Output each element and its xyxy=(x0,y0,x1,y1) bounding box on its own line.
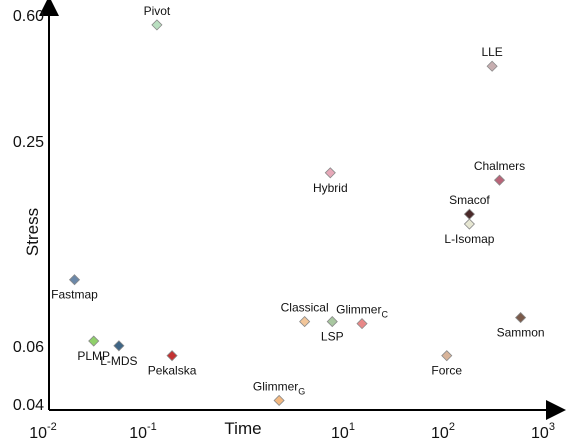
point-glimmer-g xyxy=(273,394,285,407)
point-smacof xyxy=(463,208,475,220)
point-l-mds xyxy=(113,340,125,352)
y-tick-label: 0.04 xyxy=(13,397,44,414)
y-tick-label: 0.60 xyxy=(13,8,44,25)
x-tick-label: 10-2 xyxy=(29,421,57,442)
point-label-pivot: Pivot xyxy=(144,4,171,18)
y-tick-label: 0.25 xyxy=(13,134,44,151)
point-plmp xyxy=(88,335,100,347)
point-chalmers xyxy=(493,174,506,186)
y-tick-label: 0.06 xyxy=(13,339,44,356)
point-label-glimmer-g: GlimmerG xyxy=(253,379,305,396)
y-axis-title: Stress xyxy=(23,208,42,256)
point-label-force: Force xyxy=(431,364,462,378)
point-label-sammon: Sammon xyxy=(497,326,545,340)
point-label-hybrid: Hybrid xyxy=(313,181,348,195)
x-tick-labels: 10-2 10-1 101 102 103 xyxy=(29,421,555,442)
point-l-isomap xyxy=(463,218,475,230)
point-sammon xyxy=(515,312,527,324)
point-lle xyxy=(486,60,498,72)
point-label-l-mds: L-MDS xyxy=(100,354,137,368)
point-hybrid xyxy=(324,167,336,179)
x-axis-title: Time xyxy=(224,419,261,438)
x-tick-label: 103 xyxy=(531,421,555,442)
point-label-smacof: Smacof xyxy=(449,193,490,207)
x-tick-label: 101 xyxy=(331,421,355,442)
point-glimmer-c xyxy=(356,318,368,330)
point-label-chalmers: Chalmers xyxy=(474,159,525,173)
x-tick-label: 10-1 xyxy=(129,421,157,442)
point-fastmap xyxy=(68,274,81,286)
point-pekalska xyxy=(166,350,178,362)
point-force xyxy=(441,350,453,362)
point-label-l-isomap: L-Isomap xyxy=(444,232,494,246)
x-tick-label: 102 xyxy=(431,421,455,442)
point-label-lsp: LSP xyxy=(321,330,344,344)
point-label-classical: Classical xyxy=(281,301,329,315)
point-label-lle: LLE xyxy=(481,45,502,59)
point-label-glimmer-c: GlimmerC xyxy=(336,303,388,320)
point-lsp xyxy=(326,316,338,328)
point-label-plmp: PLMP xyxy=(77,349,110,363)
point-classical xyxy=(299,316,311,328)
data-points: Pivot LLE Hybrid Chalmers Smacof L-Isomap Fast… xyxy=(51,4,545,407)
y-tick-labels: 0.60 0.25 0.06 0.04 xyxy=(13,8,44,414)
point-label-pekalska: Pekalska xyxy=(148,364,197,378)
point-label-fastmap: Fastmap xyxy=(51,288,98,302)
point-pivot xyxy=(151,19,163,31)
